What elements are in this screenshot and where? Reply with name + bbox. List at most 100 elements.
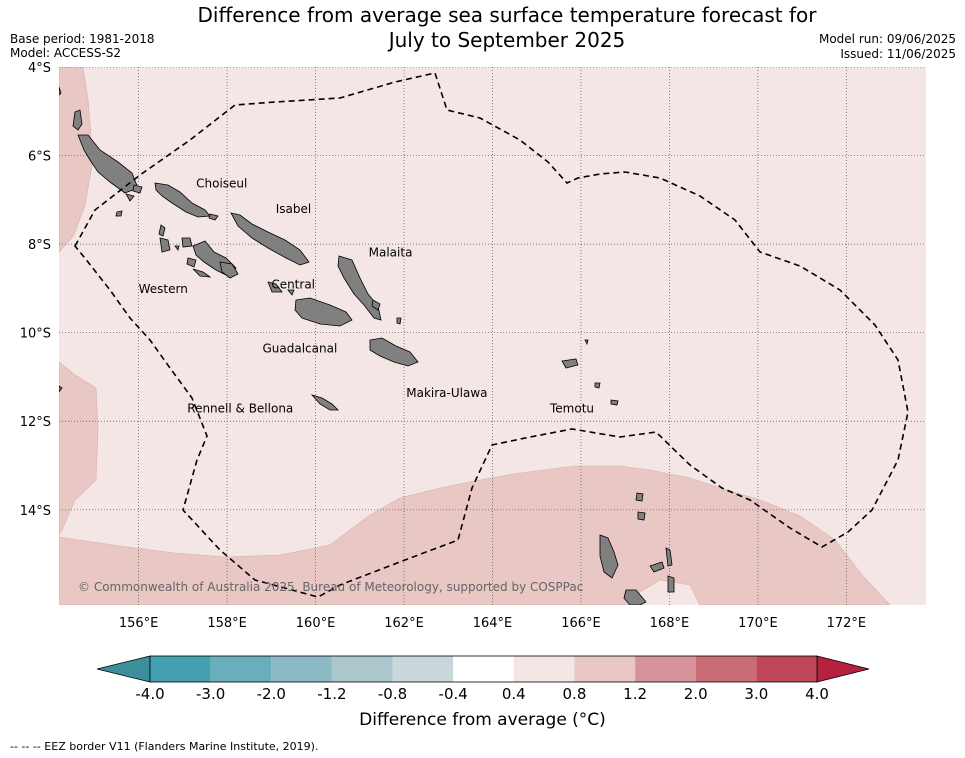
colorbar-tick-label: -0.4 bbox=[439, 685, 468, 703]
colorbar-tick-label: 2.0 bbox=[684, 685, 708, 703]
lon-tick-label: 160°E bbox=[296, 616, 336, 631]
chart-title: Difference from average sea surface temp… bbox=[0, 3, 965, 53]
place-label: Guadalcanal bbox=[262, 342, 337, 356]
eez-legend-text: -- -- -- EEZ border V11 (Flanders Marine… bbox=[10, 740, 319, 753]
land-islet-c bbox=[208, 213, 219, 221]
colorbar-tick-label: -4.0 bbox=[135, 685, 164, 703]
colorbar-frame bbox=[149, 655, 818, 683]
lat-tick-label: 10°S bbox=[20, 327, 51, 342]
colorbar-segment bbox=[271, 656, 332, 682]
place-label: Central bbox=[271, 277, 315, 291]
copyright-text: © Commonwealth of Australia 2025, Bureau… bbox=[78, 580, 584, 594]
lat-tick-label: 12°S bbox=[20, 415, 51, 430]
colorbar-tick-label: -2.0 bbox=[257, 685, 286, 703]
land-ambrym bbox=[667, 575, 675, 593]
model-text: Model: ACCESS-S2 bbox=[10, 46, 122, 60]
place-label: Choiseul bbox=[196, 176, 247, 190]
lon-tick-label: 168°E bbox=[650, 616, 690, 631]
colorbar-extend-low bbox=[96, 655, 151, 683]
colorbar-label: Difference from average (°C) bbox=[359, 710, 606, 730]
land-tikopia bbox=[610, 399, 619, 406]
land-vanikoro bbox=[594, 382, 601, 389]
colorbar-tick-label: 4.0 bbox=[805, 685, 829, 703]
land-rendova bbox=[186, 257, 197, 268]
land-choiseul bbox=[154, 182, 211, 218]
colorbar-segment bbox=[513, 656, 575, 682]
land-islet-e bbox=[584, 339, 589, 346]
place-label: Makira-Ulawa bbox=[406, 386, 487, 400]
title-line-2: July to September 2025 bbox=[388, 28, 626, 52]
lon-tick-label: 170°E bbox=[738, 616, 778, 631]
land-masses bbox=[59, 86, 675, 605]
colorbar-segment bbox=[695, 656, 757, 682]
anomaly-band-darker-north-west bbox=[59, 67, 94, 253]
land-islet-b bbox=[115, 210, 123, 217]
land-guadalcanal bbox=[294, 297, 353, 327]
colorbar-tick-label: 0.8 bbox=[563, 685, 587, 703]
lon-tick-label: 158°E bbox=[207, 616, 247, 631]
colorbar-segment bbox=[756, 656, 817, 682]
land-malaita bbox=[337, 255, 382, 321]
issued-text: Issued: 11/06/2025 bbox=[840, 47, 956, 61]
land-ulawa bbox=[396, 317, 402, 325]
lat-tick-label: 4°S bbox=[28, 61, 51, 76]
colorbar-segment bbox=[210, 656, 272, 682]
colorbar-tick-label: 0.4 bbox=[502, 685, 526, 703]
place-label: Rennell & Bellona bbox=[187, 401, 293, 415]
land-bougainville-edge bbox=[59, 86, 62, 96]
land-vangunu bbox=[219, 261, 239, 279]
eez-border bbox=[74, 72, 909, 598]
latitude-labels: 4°S 6°S 8°S 10°S 12°S 14°S bbox=[20, 61, 51, 519]
lon-tick-label: 166°E bbox=[561, 616, 601, 631]
land-isabel bbox=[230, 212, 310, 266]
land-makira bbox=[369, 337, 419, 367]
lat-tick-label: 14°S bbox=[20, 504, 51, 519]
land-ndeni bbox=[561, 358, 579, 369]
land-banks bbox=[637, 511, 646, 521]
colorbar-segment bbox=[574, 656, 636, 682]
land-vella-lavella-north bbox=[158, 224, 166, 237]
lat-tick-label: 8°S bbox=[28, 238, 51, 253]
anomaly-band-darker-south bbox=[59, 465, 891, 605]
title-line-1: Difference from average sea surface temp… bbox=[197, 3, 817, 27]
land-espiritu-santo bbox=[599, 534, 619, 579]
lon-tick-label: 164°E bbox=[473, 616, 513, 631]
land-vella-lavella bbox=[159, 237, 171, 253]
land-islet-a bbox=[125, 193, 135, 202]
land-rennell bbox=[310, 394, 339, 411]
colorbar-segment bbox=[150, 656, 211, 682]
map-plot-area bbox=[59, 67, 926, 605]
colorbar-extend-high bbox=[816, 655, 870, 683]
land-tetepare bbox=[192, 268, 212, 278]
land-malekula bbox=[623, 589, 647, 605]
land-florida bbox=[287, 289, 295, 296]
land-small-malaita bbox=[371, 299, 381, 311]
land-pentecost-north bbox=[665, 547, 673, 567]
colorbar-tick-label: 3.0 bbox=[744, 685, 768, 703]
land-shortland bbox=[132, 184, 143, 194]
land-russell bbox=[267, 281, 283, 293]
place-label: Western bbox=[139, 282, 188, 296]
model-run-text: Model run: 09/06/2025 bbox=[818, 32, 956, 46]
land-bougainville bbox=[77, 134, 139, 194]
place-label: Temotu bbox=[549, 401, 594, 415]
lon-tick-label: 156°E bbox=[119, 616, 159, 631]
place-labels: Choiseul Isabel Malaita Western Central Guada… bbox=[139, 176, 594, 415]
land-buka bbox=[72, 109, 83, 131]
lat-tick-label: 6°S bbox=[28, 150, 51, 165]
colorbar-tick-label: -0.8 bbox=[378, 685, 407, 703]
colorbar-segment bbox=[453, 656, 514, 682]
land-islet-d bbox=[174, 245, 180, 251]
place-label: Malaita bbox=[369, 246, 413, 260]
colorbar-segment bbox=[331, 656, 393, 682]
colorbar-segment bbox=[392, 656, 454, 682]
anomaly-band-darker-west bbox=[59, 361, 99, 536]
lon-tick-label: 162°E bbox=[384, 616, 424, 631]
base-period-text: Base period: 1981-2018 bbox=[10, 32, 155, 46]
colorbar-segment bbox=[635, 656, 696, 682]
colorbar-tick-label: -3.0 bbox=[196, 685, 225, 703]
colorbar-tick-label: 1.2 bbox=[623, 685, 647, 703]
place-label: Isabel bbox=[276, 202, 311, 216]
land-islet-f bbox=[59, 385, 63, 393]
